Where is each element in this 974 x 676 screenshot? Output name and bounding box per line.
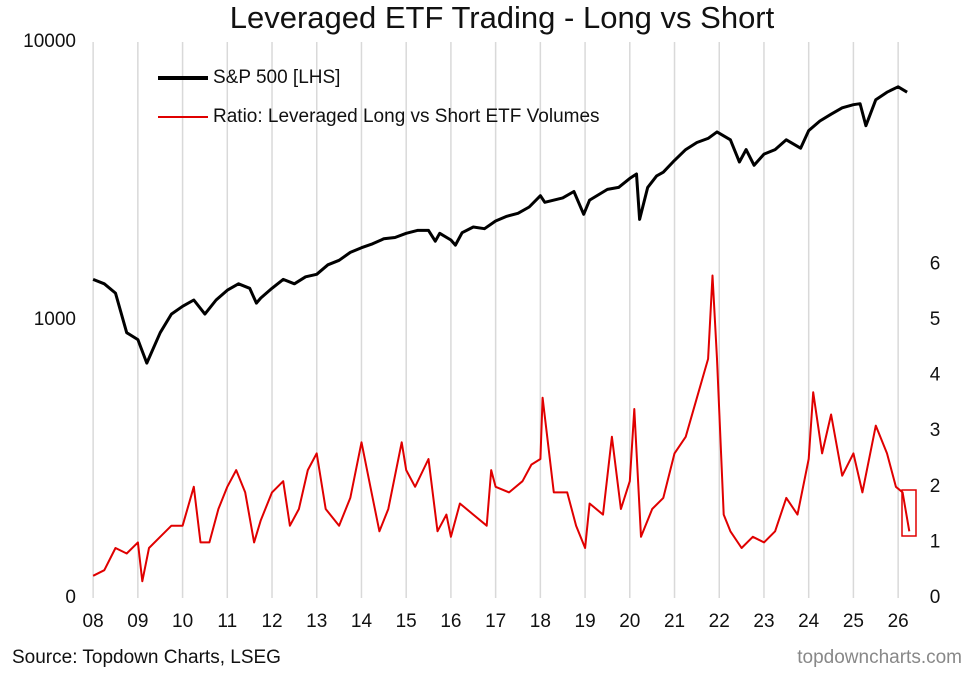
chart-title: Leveraged ETF Trading - Long vs Short bbox=[230, 0, 775, 35]
watermark: topdowncharts.com bbox=[797, 647, 962, 668]
series-line bbox=[92, 274, 911, 583]
highlight-box bbox=[901, 489, 917, 537]
x-tick-label: 11 bbox=[217, 611, 237, 632]
x-tick-label: 21 bbox=[664, 611, 685, 632]
source: Source: Topdown Charts, LSEG bbox=[12, 647, 281, 668]
x-tick-label: 15 bbox=[396, 611, 417, 632]
y2-tick-label: 4 bbox=[930, 365, 941, 386]
x-tick-label: 12 bbox=[261, 611, 282, 632]
x-tick-label: 14 bbox=[351, 611, 373, 632]
x-tick-label: 17 bbox=[485, 611, 506, 632]
y2-tick-label: 6 bbox=[930, 253, 941, 274]
y-tick-label: 0 bbox=[65, 587, 76, 608]
y2-tick-label: 3 bbox=[930, 420, 941, 441]
y-tick-label: 1000 bbox=[34, 309, 76, 330]
x-tick-label: 10 bbox=[172, 611, 193, 632]
legend-label: S&P 500 [LHS] bbox=[213, 67, 340, 88]
y2-tick-label: 0 bbox=[930, 587, 941, 608]
y2-tick-label: 5 bbox=[930, 309, 941, 330]
x-tick-label: 23 bbox=[753, 611, 774, 632]
y2-tick-label: 1 bbox=[930, 531, 941, 552]
y-tick-label: 10000 bbox=[23, 31, 76, 52]
legend-label: Ratio: Leveraged Long vs Short ETF Volum… bbox=[213, 106, 600, 127]
y2-tick-label: 2 bbox=[930, 476, 941, 497]
x-tick-label: 13 bbox=[306, 611, 327, 632]
x-tick-label: 19 bbox=[575, 611, 596, 632]
x-tick-label: 26 bbox=[888, 611, 909, 632]
x-tick-label: 16 bbox=[440, 611, 461, 632]
series-line bbox=[92, 85, 908, 365]
x-tick-label: 24 bbox=[798, 611, 820, 632]
x-tick-label: 25 bbox=[843, 611, 864, 632]
x-tick-label: 18 bbox=[530, 611, 551, 632]
x-tick-label: 08 bbox=[83, 611, 104, 632]
x-tick-label: 09 bbox=[127, 611, 148, 632]
x-tick-label: 20 bbox=[619, 611, 640, 632]
x-tick-label: 22 bbox=[709, 611, 730, 632]
